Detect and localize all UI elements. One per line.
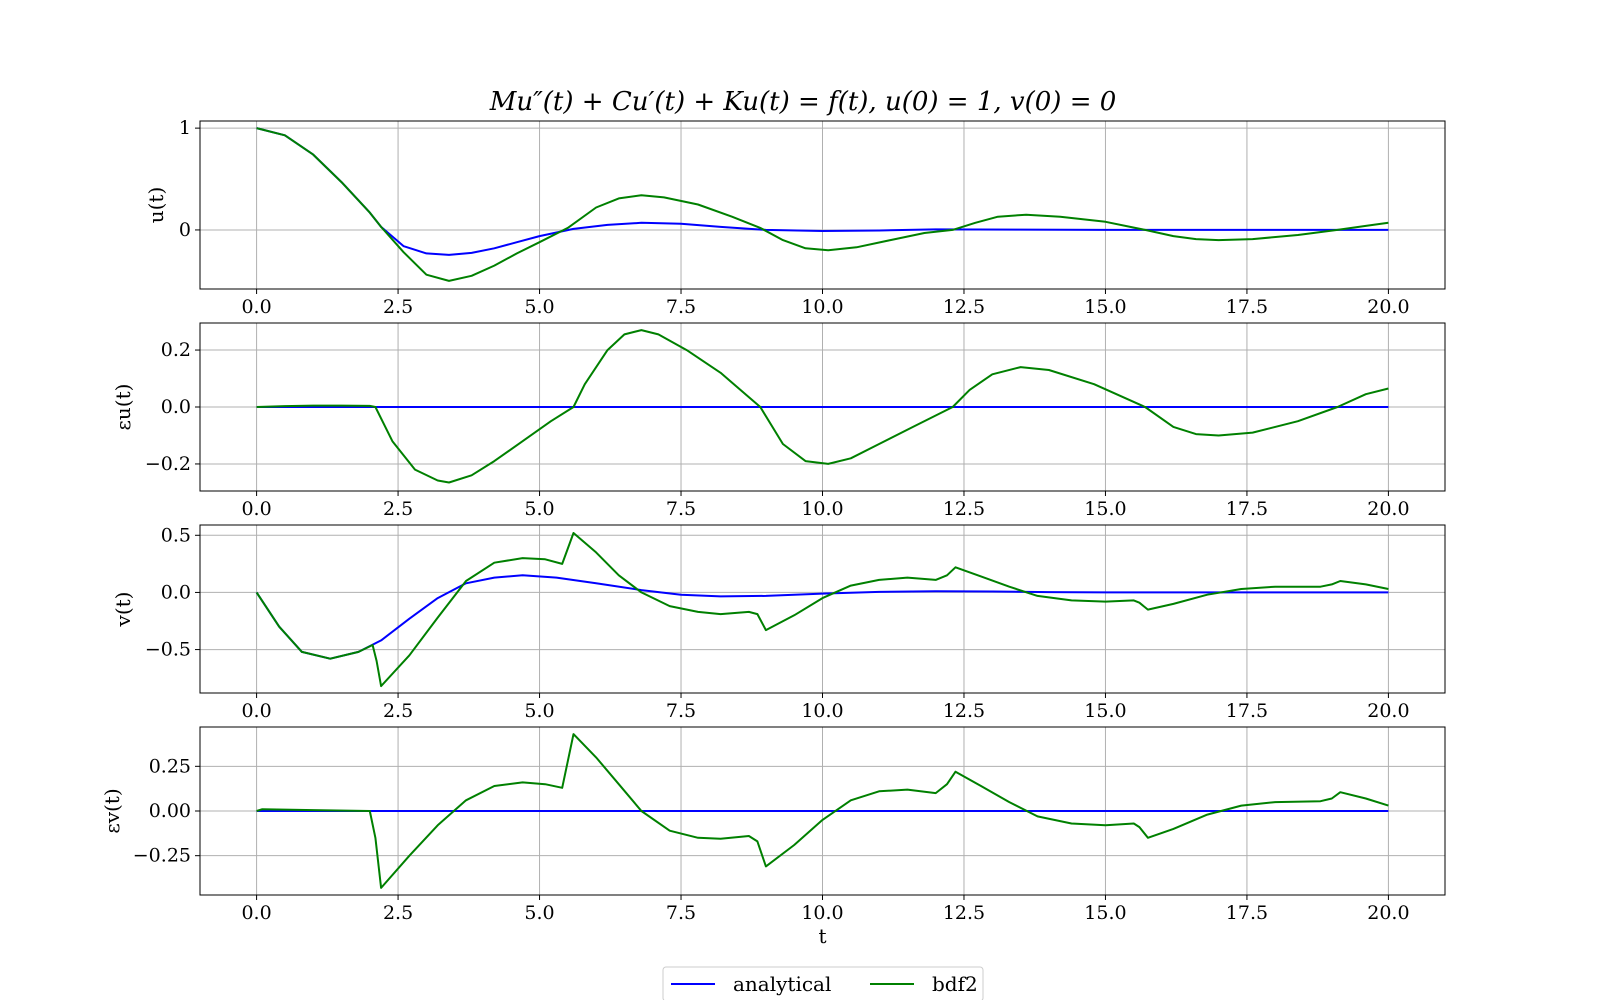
x-tick-label: 17.5	[1226, 498, 1268, 520]
y-axis-label: u(t)	[144, 187, 168, 224]
series-line-bdf2	[256, 733, 1389, 889]
y-tick-label: 0	[179, 219, 191, 241]
y-axis-label: v(t)	[111, 592, 135, 628]
subplot-stack: 0.0 2.5 5.0 7.5 10.0 12.5 15.0 17.5 20.001u(t)0.…	[100, 117, 1446, 948]
x-tick-label: 0.0	[241, 902, 271, 924]
x-tick-label: 15.0	[1084, 296, 1126, 318]
y-tick-label: −0.2	[145, 453, 191, 475]
x-tick-label: 20.0	[1367, 902, 1409, 924]
x-tick-label: 12.5	[943, 700, 985, 722]
x-tick-label: 7.5	[666, 498, 696, 520]
y-tick-label: 0.0	[161, 396, 191, 418]
x-tick-label: 7.5	[666, 296, 696, 318]
series-line-bdf2	[255, 532, 1389, 688]
legend: analytical bdf2	[662, 966, 984, 1000]
y-tick-label: 0.25	[149, 755, 191, 777]
x-tick-label: 17.5	[1226, 700, 1268, 722]
x-tick-label: 12.5	[943, 296, 985, 318]
x-tick-label: 5.0	[524, 498, 554, 520]
x-tick-label: 20.0	[1367, 498, 1409, 520]
series-line-bdf2	[256, 329, 1389, 484]
y-tick-label: −0.5	[145, 639, 191, 661]
y-tick-label: −0.25	[133, 845, 191, 867]
x-tick-label: 12.5	[943, 902, 985, 924]
x-tick-label: 20.0	[1367, 700, 1409, 722]
x-tick-label: 5.0	[524, 902, 554, 924]
y-axis-label: εv(t)	[100, 788, 124, 833]
series-line-bdf2	[256, 127, 1389, 282]
x-tick-label: 2.5	[383, 902, 413, 924]
x-tick-label: 7.5	[666, 700, 696, 722]
x-tick-label: 15.0	[1084, 498, 1126, 520]
x-tick-label: 10.0	[801, 296, 843, 318]
subplot-4: 0.0 2.5 5.0 7.5 10.0 12.5 15.0 17.5 20.0 −0.25 0.0…	[100, 726, 1446, 948]
y-tick-label: 0.2	[161, 339, 191, 361]
chart-title: Mu″(t) + Cu′(t) + Ku(t) = f(t), u(0) = 1…	[489, 87, 1117, 117]
x-tick-label: 0.0	[241, 498, 271, 520]
x-tick-label: 5.0	[524, 296, 554, 318]
legend-frame	[662, 966, 984, 1000]
legend-label-analytical: analytical	[733, 972, 831, 996]
x-tick-label: 5.0	[524, 700, 554, 722]
x-tick-label: 15.0	[1084, 700, 1126, 722]
x-tick-label: 0.0	[241, 700, 271, 722]
y-tick-label: 0.5	[161, 524, 191, 546]
legend-label-bdf2: bdf2	[932, 972, 978, 996]
x-axis-label: t	[818, 924, 826, 948]
x-tick-label: 2.5	[383, 700, 413, 722]
x-tick-label: 10.0	[801, 498, 843, 520]
x-tick-label: 10.0	[801, 902, 843, 924]
x-tick-label: 2.5	[383, 498, 413, 520]
x-tick-label: 12.5	[943, 498, 985, 520]
x-tick-label: 15.0	[1084, 902, 1126, 924]
x-tick-label: 17.5	[1226, 902, 1268, 924]
x-tick-label: 20.0	[1367, 296, 1409, 318]
y-axis-label: εu(t)	[111, 384, 135, 431]
subplot-3: 0.0 2.5 5.0 7.5 10.0 12.5 15.0 17.5 20.0 −0.5 0.0 0…	[111, 524, 1446, 722]
y-tick-label: 0.00	[149, 800, 191, 822]
x-tick-label: 2.5	[383, 296, 413, 318]
x-tick-label: 0.0	[241, 296, 271, 318]
subplot-1: 0.0 2.5 5.0 7.5 10.0 12.5 15.0 17.5 20.0 0 1 u(t)	[144, 117, 1446, 318]
y-tick-label: 0.0	[161, 581, 191, 603]
x-tick-label: 17.5	[1226, 296, 1268, 318]
x-tick-label: 10.0	[801, 700, 843, 722]
subplot-2: 0.0 2.5 5.0 7.5 10.0 12.5 15.0 17.5 20.0 −0.2 0.0 0…	[111, 322, 1446, 520]
x-tick-label: 7.5	[666, 902, 696, 924]
y-tick-label: 1	[179, 117, 191, 139]
